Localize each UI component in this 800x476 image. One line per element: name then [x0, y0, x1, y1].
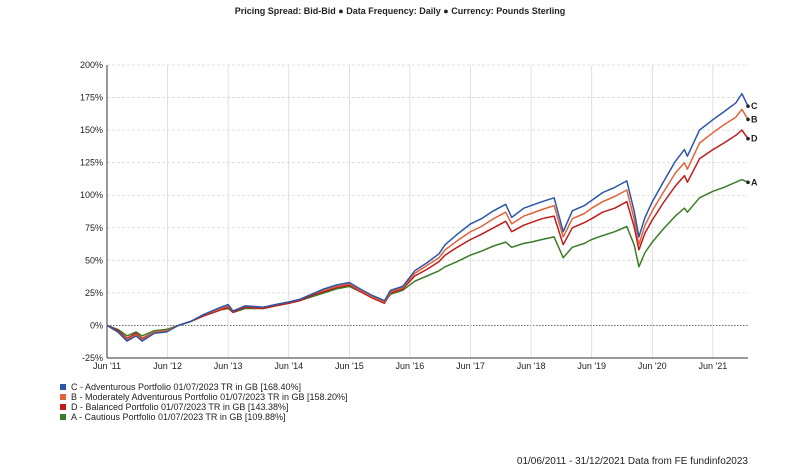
- x-tick-label: Jun '15: [335, 361, 364, 371]
- end-label-layer: CBD A: [746, 101, 758, 187]
- legend-label-d: D - Balanced Portfolio 01/07/2023 TR in …: [71, 402, 289, 412]
- x-tick-label: Jun '18: [517, 361, 546, 371]
- series-end-label-c: C: [751, 101, 758, 111]
- x-tick-label: Jun '19: [577, 361, 606, 371]
- series-line-d: [106, 129, 749, 340]
- chart-header: Pricing Spread: Bid-Bid ● Data Frequency…: [234, 6, 566, 16]
- legend-label-a: A - Cautious Portfolio 01/07/2023 TR in …: [71, 412, 286, 422]
- x-tick-label: Jun '16: [396, 361, 425, 371]
- y-tick-label: -25%: [82, 353, 103, 363]
- y-tick-label: 100%: [80, 190, 103, 200]
- y-tick-label: 150%: [80, 125, 103, 135]
- y-tick-label: 200%: [80, 60, 103, 70]
- x-tick-label: Jun '12: [153, 361, 182, 371]
- y-tick-label: 25%: [85, 288, 103, 298]
- y-tick-label: 0%: [90, 320, 103, 330]
- legend-item-c[interactable]: C - Adventurous Portfolio 01/07/2023 TR …: [60, 382, 348, 392]
- x-tick-label: Jun '20: [638, 361, 667, 371]
- series-end-label-d: D: [751, 134, 758, 144]
- series-end-marker-d: [746, 136, 750, 141]
- x-tick-label: Jun '21: [698, 361, 727, 371]
- series-end-marker-c: [746, 104, 750, 108]
- x-tick-label: Jun '17: [456, 361, 485, 371]
- x-tick-label: Jun '13: [214, 361, 243, 371]
- series-end-marker-a: [746, 180, 750, 185]
- series-line-b: [106, 108, 749, 341]
- legend-label-b: B - Moderately Adventurous Portfolio 01/…: [71, 392, 348, 402]
- series-layer: [106, 92, 749, 342]
- y-tick-label: 50%: [85, 255, 103, 265]
- series-line-c: [106, 92, 749, 342]
- legend-swatch-c: [60, 384, 66, 390]
- legend-label-c: C - Adventurous Portfolio 01/07/2023 TR …: [71, 382, 301, 392]
- legend-item-d[interactable]: D - Balanced Portfolio 01/07/2023 TR in …: [60, 402, 348, 412]
- legend-item-b[interactable]: B - Moderately Adventurous Portfolio 01/…: [60, 392, 348, 402]
- legend-swatch-a: [60, 414, 66, 420]
- legend-item-a[interactable]: A - Cautious Portfolio 01/07/2023 TR in …: [60, 412, 348, 422]
- series-end-marker-b: [746, 117, 750, 122]
- x-tick-label: Jun '11: [93, 361, 121, 371]
- data-source-footer: 01/06/2011 - 31/12/2021 Data from FE fun…: [516, 456, 748, 467]
- y-tick-label: 175%: [80, 93, 103, 103]
- y-tick-label: 75%: [85, 223, 103, 233]
- series-end-label-b: B: [751, 114, 758, 124]
- legend-swatch-b: [60, 394, 66, 400]
- grid-layer: [107, 64, 748, 359]
- axis-layer: -25% 0% 25% 50% 75% 100% 125% 150% 175% 200% Jun '…: [80, 60, 748, 371]
- y-tick-label: 125%: [80, 158, 103, 168]
- x-tick-label: Jun '14: [274, 361, 303, 371]
- legend-swatch-d: [60, 404, 66, 410]
- chart-legend: C - Adventurous Portfolio 01/07/2023 TR …: [60, 382, 348, 422]
- series-end-label-a: A: [751, 177, 758, 187]
